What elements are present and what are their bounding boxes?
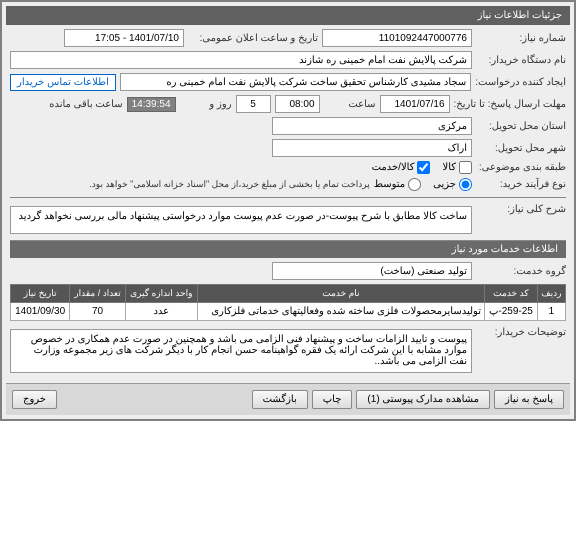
cell-date: 1401/09/30 <box>11 303 70 321</box>
deadline-hour: 08:00 <box>275 95 320 113</box>
cell-code: 259-25-پ <box>485 303 538 321</box>
payment-note: پرداخت تمام یا بخشی از مبلغ خرید،از محل … <box>89 179 369 190</box>
col-unit: واحد اندازه گیری <box>125 285 197 303</box>
purchase-label: نوع فرآیند خرید: <box>476 179 566 190</box>
city-value: اراک <box>272 139 472 157</box>
buyer-notes-label: توضیحات خریدار: <box>476 327 566 338</box>
partial-radio[interactable]: جزیی <box>433 178 472 191</box>
city-label: شهر محل تحویل: <box>476 143 566 154</box>
back-button[interactable]: بازگشت <box>252 390 308 409</box>
buyer-label: نام دستگاه خریدار: <box>476 55 566 66</box>
buyer-value: شرکت پالایش نفت امام خمینی ره شازند <box>10 51 472 69</box>
announce-label: تاریخ و ساعت اعلان عمومی: <box>188 33 318 44</box>
need-no-value: 1101092447000776 <box>322 29 472 47</box>
announce-value: 1401/07/10 - 17:05 <box>64 29 184 47</box>
services-section-header: اطلاعات خدمات مورد نیاز <box>10 240 566 258</box>
col-code: کد خدمت <box>485 285 538 303</box>
exit-button[interactable]: خروج <box>12 390 57 409</box>
subject-cat-label: طبقه بندی موضوعی: <box>476 162 566 173</box>
province-value: مرکزی <box>272 117 472 135</box>
cell-qty: 70 <box>70 303 126 321</box>
creator-label: ایجاد کننده درخواست: <box>475 77 566 88</box>
days-and-label: روز و <box>180 99 232 110</box>
cell-name: تولیدسایرمحصولات فلزی ساخته شده وفعالیته… <box>197 303 484 321</box>
cell-idx: 1 <box>537 303 565 321</box>
full-desc-value: ساخت کالا مطابق با شرح پیوست-در صورت عدم… <box>10 206 472 234</box>
province-label: استان محل تحویل: <box>476 121 566 132</box>
days-count: 5 <box>236 95 271 113</box>
buyer-notes-value: پیوست و تایید الزامات ساخت و پیشنهاد فنی… <box>10 329 472 373</box>
kala-checkbox[interactable]: کالا <box>442 161 472 174</box>
print-button[interactable]: چاپ <box>312 390 353 409</box>
khadamat-checkbox[interactable]: کالا/خدمت <box>372 161 431 174</box>
services-table: ردیف کد خدمت نام خدمت واحد اندازه گیری ت… <box>10 284 566 321</box>
service-group-label: گروه خدمت: <box>476 266 566 277</box>
col-row: ردیف <box>537 285 565 303</box>
panel-header: جزئیات اطلاعات نیاز <box>6 6 570 25</box>
deadline-label: مهلت ارسال پاسخ: تا تاریخ: <box>454 99 566 110</box>
time-left-label: ساعت باقی مانده <box>49 99 122 110</box>
table-row[interactable]: 1 259-25-پ تولیدسایرمحصولات فلزی ساخته ش… <box>11 303 566 321</box>
col-name: نام خدمت <box>197 285 484 303</box>
creator-value: سجاد مشیدی کارشناس تحقیق ساخت شرکت پالای… <box>120 73 471 91</box>
full-desc-label: شرح کلی نیاز: <box>476 204 566 215</box>
col-date: تاریخ نیاز <box>11 285 70 303</box>
reply-button[interactable]: پاسخ به نیاز <box>494 390 564 409</box>
need-no-label: شماره نیاز: <box>476 33 566 44</box>
service-group-value: تولید صنعتی (ساخت) <box>272 262 472 280</box>
time-left: 14:39:54 <box>127 97 176 112</box>
buyer-contact-button[interactable]: اطلاعات تماس خریدار <box>10 74 116 91</box>
col-qty: تعداد / مقدار <box>70 285 126 303</box>
deadline-date: 1401/07/16 <box>380 95 450 113</box>
medium-radio[interactable]: متوسط <box>374 178 421 191</box>
attachments-button[interactable]: مشاهده مدارک پیوستی (1) <box>356 390 490 409</box>
hour-label-1: ساعت <box>324 99 376 110</box>
cell-unit: عدد <box>125 303 197 321</box>
